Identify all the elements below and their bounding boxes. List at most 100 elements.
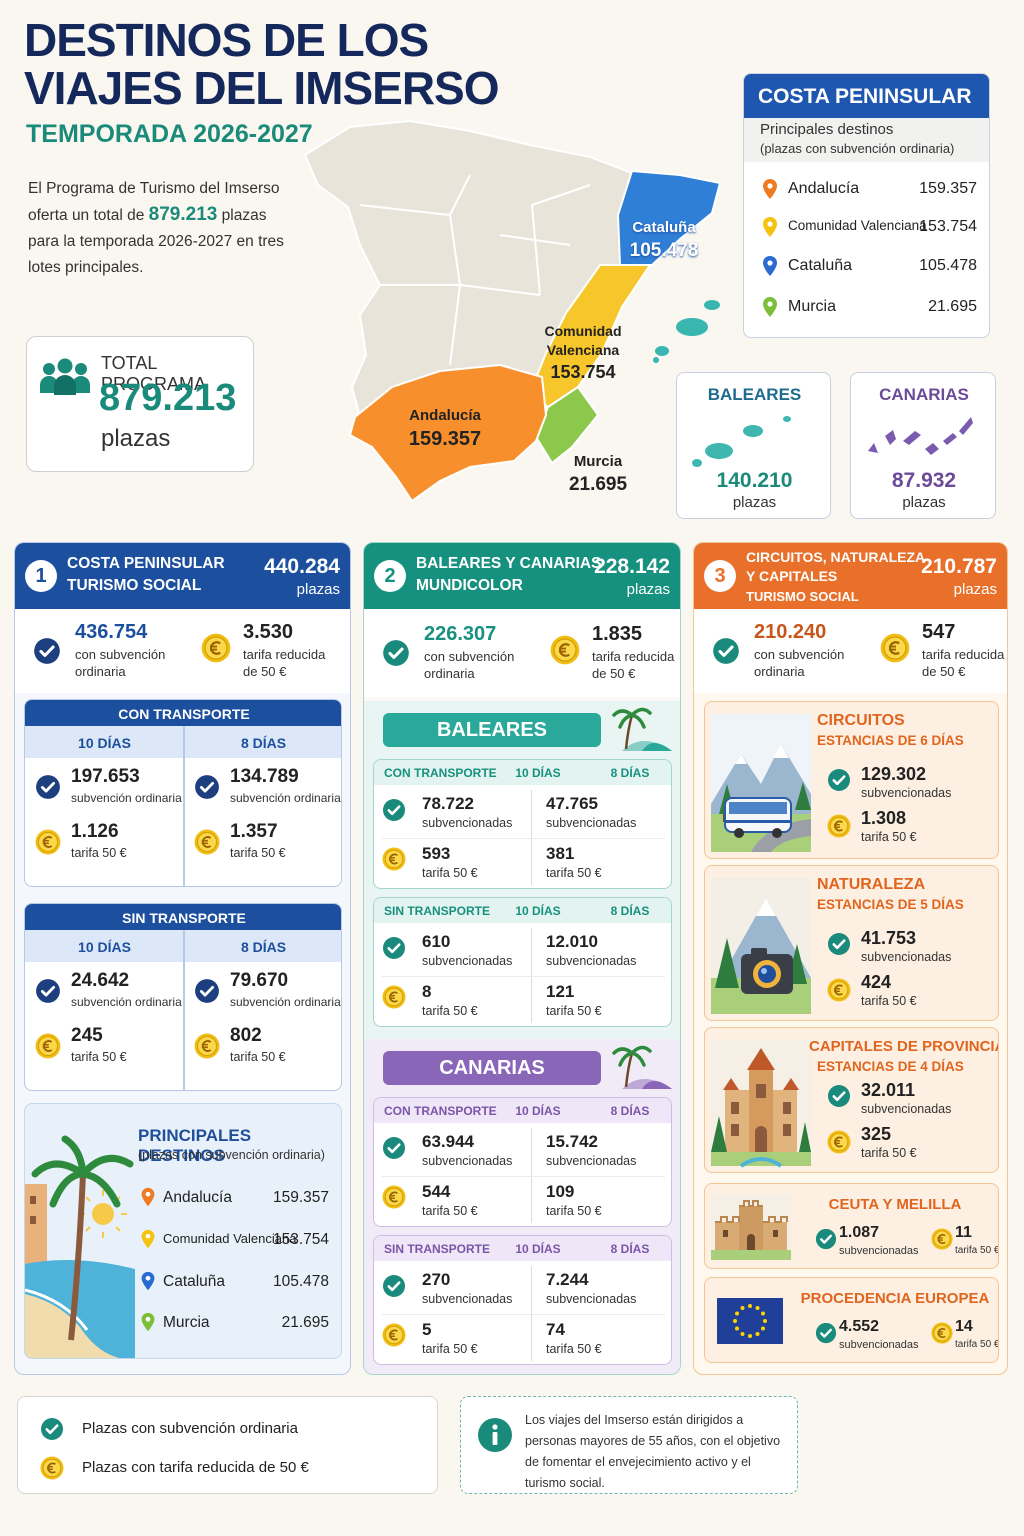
- path-shape: [31, 1135, 134, 1208]
- column-label: 8 DÍAS: [240, 939, 287, 955]
- ordinary-value: 226.307: [424, 623, 497, 645]
- destination-name: Cataluña: [163, 1273, 226, 1290]
- category-title: NATURALEZA: [817, 876, 926, 893]
- circle-shape: [734, 828, 744, 838]
- transport-table: CON TRANSPORTE 10 DÍAS 8 DÍAS 197.653 subven…: [24, 699, 342, 887]
- coin-icon: [382, 1323, 406, 1347]
- circle-shape: [92, 1203, 114, 1225]
- lot-number-text: 1: [35, 564, 47, 587]
- path-shape: [763, 217, 777, 237]
- check-icon: [713, 638, 739, 664]
- path-shape: [747, 1234, 755, 1250]
- reduced-value: 14: [955, 1318, 973, 1335]
- map-region-value: 153.754: [550, 362, 616, 382]
- circle-shape: [763, 1319, 767, 1323]
- path-shape: [889, 645, 896, 651]
- rect-shape: [725, 820, 791, 823]
- reduced-label: tarifa 50 €: [422, 1204, 478, 1218]
- section-name: CANARIAS: [439, 1056, 545, 1079]
- coin-icon: [931, 1322, 953, 1344]
- path-shape: [348, 363, 548, 503]
- table-title-bar: SIN TRANSPORTE: [25, 904, 341, 930]
- island-shape: [692, 416, 791, 467]
- destination-name: Comunidad Valenciana: [788, 218, 927, 233]
- category-title: CEUTA Y MELILLA: [828, 1196, 962, 1213]
- reduced-value: 5: [422, 1320, 432, 1339]
- ellipse-shape: [676, 318, 708, 336]
- circle-shape: [383, 1137, 405, 1159]
- path-shape: [387, 943, 401, 954]
- note-box: Los viajes del Imserso están dirigidos a…: [460, 1396, 798, 1494]
- ellipse-shape: [783, 416, 791, 422]
- costa-subtitle: (plazas con subvención ordinaria): [760, 141, 955, 156]
- circle-shape: [553, 638, 577, 662]
- column-divider: [531, 1128, 532, 1223]
- check-icon: [815, 1322, 837, 1344]
- reduced-value: 1.835: [592, 623, 643, 645]
- circle-shape: [36, 979, 60, 1003]
- check-icon: [383, 1137, 405, 1159]
- lot-summary: 210.240 con subvención ordinaria 547 tarifa…: [694, 609, 1007, 693]
- subsidized-value: 12.010: [546, 932, 598, 951]
- check-icon: [828, 769, 850, 791]
- subsidized-label: subvención ordinaria: [71, 791, 182, 805]
- subsidized-value: 32.011: [861, 1080, 916, 1100]
- column-label: 8 DÍAS: [610, 766, 650, 780]
- title-line: DESTINOS DE LOS: [24, 14, 429, 66]
- path-shape: [201, 1043, 208, 1049]
- table-title: CON TRANSPORTE: [384, 1104, 497, 1118]
- circle-shape: [755, 1306, 760, 1311]
- coin-icon: [827, 1130, 851, 1154]
- lot-header: 1 COSTA PENINSULAR TURISMO SOCIAL 440.284 pl…: [15, 543, 350, 609]
- lot-panel: 3 CIRCUITOS, NATURALEZA Y CAPITALES TURISMO…: [693, 542, 1008, 1375]
- subsidized-label: subvencionadas: [839, 1339, 919, 1351]
- circle-shape: [383, 937, 405, 959]
- check-icon: [383, 799, 405, 821]
- coin-icon: [382, 847, 406, 871]
- subsidized-label: subvencionadas: [422, 954, 513, 968]
- path-shape: [201, 836, 212, 848]
- lot-title: Y CAPITALES: [746, 568, 838, 584]
- reduced-value: 8: [422, 982, 432, 1001]
- path-shape: [612, 1045, 652, 1067]
- pin-icon: [141, 1229, 155, 1249]
- ellipse-shape: [692, 459, 702, 467]
- column-label: 8 DÍAS: [610, 1104, 650, 1118]
- category-title: CAPITALES DE PROVINCIA: [809, 1038, 999, 1055]
- island-value: 140.210: [716, 469, 793, 492]
- category-subtitle: ESTANCIAS DE 5 DÍAS: [817, 897, 964, 912]
- transport-table: SIN TRANSPORTE 10 DÍAS 8 DÍAS 24.642 subvenc…: [24, 903, 342, 1091]
- beach-illustration: [25, 1135, 135, 1358]
- path-shape: [739, 1157, 783, 1168]
- coin-icon: [931, 1228, 953, 1250]
- circle-shape: [829, 1132, 849, 1152]
- table-title-bar: CON TRANSPORTE: [25, 700, 341, 726]
- coin-icon: [880, 633, 910, 663]
- pin-icon: [763, 217, 777, 237]
- circle-shape: [383, 799, 405, 821]
- lot-title: BALEARES Y CANARIAS: [416, 555, 602, 572]
- pin-icon: [763, 297, 777, 317]
- reduced-value: 1.308: [861, 808, 907, 828]
- map-region-value: 105.478: [629, 240, 699, 261]
- path-shape: [756, 898, 776, 916]
- pin-icon: [141, 1271, 155, 1291]
- reduced-value: 325: [861, 1124, 892, 1144]
- intro: El Programa de Turismo del Imserso ofert…: [28, 176, 286, 281]
- path-shape: [68, 1173, 86, 1341]
- subsidized-label: subvencionadas: [861, 950, 952, 964]
- column-label: 10 DÍAS: [515, 1104, 561, 1118]
- circle-shape: [740, 1331, 745, 1336]
- path-shape: [820, 1234, 832, 1244]
- lot-number: 3: [704, 560, 736, 592]
- lot-number-text: 3: [714, 564, 726, 587]
- subsidized-label: subvención ordinaria: [230, 995, 341, 1009]
- path-shape: [389, 853, 398, 865]
- lot-number: 1: [25, 560, 57, 592]
- lot-total: 210.787: [921, 555, 997, 578]
- reduced-label: tarifa 50 €: [230, 846, 286, 860]
- rect-shape: [30, 1216, 36, 1224]
- reduced-label: tarifa 50 €: [230, 1050, 286, 1064]
- circle-shape: [384, 1325, 404, 1345]
